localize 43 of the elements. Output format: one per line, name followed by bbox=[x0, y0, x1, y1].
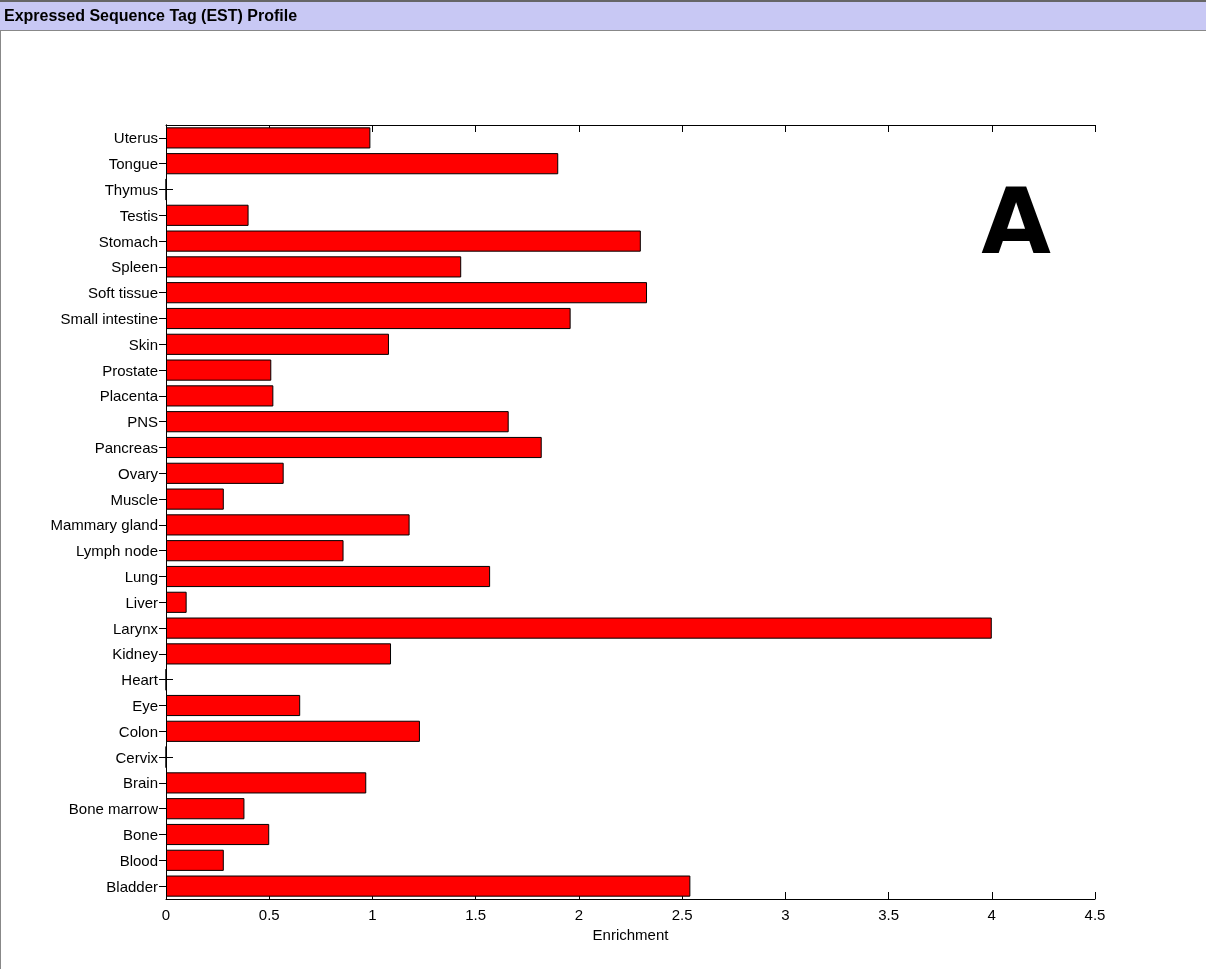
y-tick-label: Testis bbox=[119, 206, 158, 224]
x-tick-label: 2 bbox=[574, 906, 584, 923]
y-tick-label: Cervix bbox=[115, 748, 159, 766]
y-tick-label: Bone bbox=[122, 826, 158, 843]
y-tick-label: Eye bbox=[132, 697, 158, 714]
x-tick-label: 2.5 bbox=[671, 906, 693, 923]
y-tick-label: Uterus bbox=[113, 129, 158, 147]
x-tick-label: 1 bbox=[368, 906, 377, 923]
y-tick-label: Colon bbox=[118, 722, 158, 740]
x-tick-label: 4 bbox=[987, 906, 996, 923]
y-tick-label: Skin bbox=[128, 335, 158, 353]
y-tick-label: Mammary gland bbox=[50, 516, 158, 534]
x-tick-label: 4.5 bbox=[1084, 906, 1106, 923]
y-tick-label: Muscle bbox=[110, 490, 158, 508]
y-tick-label: Kidney bbox=[112, 645, 159, 663]
y-tick-label: Stomach bbox=[98, 232, 158, 250]
y-tick-label: Blood bbox=[119, 851, 158, 869]
x-axis-title: Enrichment bbox=[592, 926, 670, 943]
y-tick-label: Soft tissue bbox=[87, 284, 158, 302]
y-tick-label: Pancreas bbox=[94, 439, 158, 456]
x-tick-label: 1.5 bbox=[465, 906, 487, 923]
y-tick-label: Tongue bbox=[108, 155, 158, 173]
y-tick-label: Ovary bbox=[117, 464, 159, 482]
y-tick-label: Lung bbox=[124, 568, 158, 585]
y-tick-label: Placenta bbox=[99, 387, 159, 405]
y-tick-label: Thymus bbox=[104, 181, 158, 198]
chart-title: Expressed Sequence Tag (EST) Profile bbox=[0, 0, 1206, 31]
y-tick-label: Prostate bbox=[102, 361, 158, 379]
y-tick-label: Bladder bbox=[106, 877, 158, 895]
x-tick-label: 0.5 bbox=[258, 906, 280, 923]
y-tick-label: Liver bbox=[125, 593, 158, 611]
x-tick-label: 3.5 bbox=[878, 906, 899, 923]
y-tick-label: Larynx bbox=[112, 619, 159, 637]
y-tick-label: Brain bbox=[122, 774, 158, 792]
y-tick-label: Small intestine bbox=[60, 310, 158, 327]
y-tick-label: Heart bbox=[121, 671, 159, 689]
annotation: A bbox=[981, 168, 1052, 274]
x-tick-label: 3 bbox=[781, 906, 790, 923]
y-tick-label: Lymph node bbox=[75, 542, 158, 560]
x-tick-label: 0 bbox=[161, 906, 171, 923]
y-tick-label: Bone marrow bbox=[68, 800, 159, 818]
y-tick-label: Spleen bbox=[111, 258, 158, 276]
y-tick-label: PNS bbox=[127, 413, 158, 431]
